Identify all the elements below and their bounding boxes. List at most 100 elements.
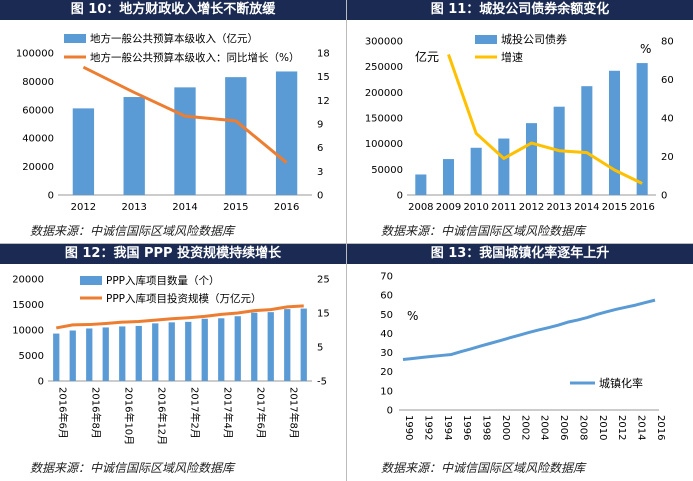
chart-title: 图 13：我国城镇化率逐年上升 [347, 244, 693, 264]
chart-title: 图 11：城投公司债券余额变化 [347, 0, 693, 20]
bar [123, 97, 145, 195]
x-tick-label: 2017年8月 [287, 387, 300, 439]
x-tick-label: 2004 [539, 415, 550, 440]
y-tick-label: 30 [380, 348, 393, 359]
bar [636, 63, 648, 195]
y-tick-label: 0 [387, 406, 393, 417]
y-left-tick-label: 200000 [365, 88, 403, 99]
x-tick-label: 2006 [558, 415, 569, 440]
y-tick-label: 20 [380, 367, 393, 378]
y-tick-label: 10 [380, 386, 393, 397]
chart-fig10: 0 20000 40000 60000 80000 100000 0 3 6 9 12 15 18 201… [16, 32, 330, 213]
x-tick-label: 2016年12月 [155, 387, 168, 445]
y-right-tick-label: 0 [317, 191, 323, 202]
y-right-tick-label: 25 [317, 275, 330, 286]
bar [152, 323, 159, 381]
y-right-tick-label: 18 [317, 49, 330, 60]
y-right-tick-label: 6 [317, 143, 323, 154]
bar [415, 174, 427, 195]
y-right-tick-label: 9 [317, 120, 323, 131]
panel-fig13: 图 13：我国城镇化率逐年上升 0 10 20 30 40 50 60 70 1990 1992 1… [347, 244, 693, 481]
legend-label: 增速 [501, 50, 523, 64]
x-tick-label: 2008 [408, 202, 433, 213]
legend-label: 地方一般公共预算本级收入：同比增长（%） [90, 51, 299, 64]
x-tick-label: 2017年6月 [254, 387, 267, 439]
horizontal-divider [0, 243, 693, 244]
y-left-tick-label: 20000 [12, 275, 44, 286]
x-tick-label: 2017年2月 [188, 387, 201, 439]
y-left-tick-label: 15000 [12, 300, 44, 311]
bar [225, 77, 247, 195]
bar [234, 316, 241, 381]
y-right-tick-label: 15 [317, 72, 330, 83]
y-tick-label: 60 [380, 291, 393, 302]
source-note: 数据来源：中诚信国际区域风险数据库 [381, 224, 586, 238]
y-right-tick-label: 0 [661, 191, 667, 202]
y-right-tick-label: 5 [317, 343, 323, 354]
legend-label: PPP入库项目数量（个） [106, 274, 220, 287]
x-tick-label: 2015 [223, 202, 248, 213]
y-left-tick-label: 10000 [12, 326, 44, 337]
y-left-tick-label: 5000 [19, 351, 44, 362]
x-tick-label: 2015 [602, 202, 627, 213]
x-tick-label: 2013 [546, 202, 571, 213]
bar [300, 308, 307, 381]
y-right-tick-label: 20 [661, 152, 674, 163]
bar [218, 318, 225, 381]
x-tick-label: 2010 [463, 202, 488, 213]
y-left-tick-label: 50000 [371, 165, 403, 176]
y-left-tick-label: 0 [48, 191, 54, 202]
y-left-unit: 亿元 [415, 49, 439, 64]
legend-label: PPP入库项目投资规模（万亿元） [106, 292, 262, 305]
y-left-tick-label: 0 [38, 377, 44, 388]
y-right-tick-label: 15 [317, 309, 330, 320]
x-tick-label: 2016年10月 [122, 387, 135, 445]
bar [442, 159, 455, 195]
bar [86, 328, 93, 381]
y-left-tick-label: 40000 [22, 134, 54, 145]
bar [53, 333, 60, 381]
legend-bar-swatch [475, 35, 497, 44]
bar [608, 70, 621, 195]
legend-bar-swatch [64, 34, 86, 43]
bar [275, 71, 298, 195]
bar [102, 327, 109, 381]
source-note: 数据来源：中诚信国际区域风险数据库 [30, 461, 235, 475]
y-left-tick-label: 300000 [365, 37, 403, 48]
bar [69, 330, 76, 381]
y-left-tick-label: 150000 [365, 114, 403, 125]
panel-fig11: 图 11：城投公司债券余额变化 0 50000 100000 150000 200000… [347, 0, 693, 243]
y-right-tick-label: 12 [317, 96, 330, 107]
y-left-tick-label: 100000 [16, 49, 54, 60]
bar [284, 309, 291, 381]
bar [72, 108, 95, 195]
y-left-tick-label: 250000 [365, 62, 403, 73]
bar [581, 86, 593, 195]
panel-fig10: 图 10：地方财政收入增长不断放缓 0 20000 40000 60000 80000 1… [0, 0, 346, 243]
x-tick-label: 2011 [491, 202, 516, 213]
y-tick-label: 40 [380, 329, 393, 340]
bar [525, 123, 538, 195]
x-tick-label: 2016年8月 [89, 387, 102, 439]
y-right-tick-label: 40 [661, 114, 674, 125]
source-note: 数据来源：中诚信国际区域风险数据库 [30, 224, 235, 238]
x-tick-label: 2016 [274, 202, 299, 213]
bar [201, 318, 208, 381]
x-tick-label: 2016 [629, 202, 654, 213]
y-right-tick-label: 3 [317, 167, 323, 178]
y-tick-label: 50 [380, 310, 393, 321]
x-tick-label: 2002 [519, 415, 530, 440]
y-left-tick-label: 100000 [365, 139, 403, 150]
y-right-unit: % [640, 42, 651, 56]
chart-fig12: 0 5000 10000 15000 20000 -5 5 15 25 2016年6月 2016年8… [12, 274, 330, 445]
y-right-tick-label: 60 [661, 75, 674, 86]
series-line [447, 53, 643, 185]
chart-title: 图 12：我国 PPP 投资规模持续增长 [0, 244, 346, 264]
x-tick-label: 1994 [442, 415, 453, 440]
x-tick-label: 2013 [121, 202, 146, 213]
legend-label: 城投公司债券 [501, 32, 567, 46]
source-note: 数据来源：中诚信国际区域风险数据库 [381, 461, 586, 475]
legend-label: 城镇化率 [599, 376, 643, 390]
x-tick-label: 2017年4月 [221, 387, 234, 439]
bar [267, 312, 274, 381]
